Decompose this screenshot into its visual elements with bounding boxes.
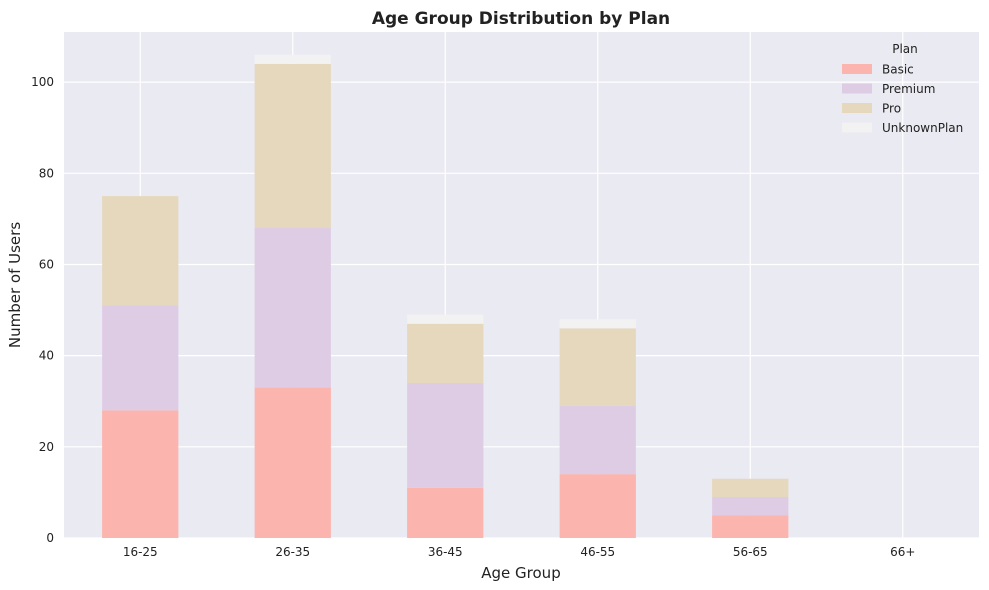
y-tick-label: 100 <box>31 75 54 89</box>
x-tick-label: 66+ <box>890 545 915 559</box>
x-tick-label: 26-35 <box>275 545 310 559</box>
bar-segment-premium <box>254 228 331 388</box>
bar-segment-pro <box>712 478 789 497</box>
legend-swatch-unknownplan <box>842 122 872 133</box>
legend: Plan Basic Premium Pro UnknownPlan <box>842 42 963 135</box>
x-tick-label: 16-25 <box>123 545 158 559</box>
y-tick-label: 60 <box>39 257 54 271</box>
bar-segment-basic <box>407 487 484 538</box>
bar-segment-unknownplan <box>407 314 484 324</box>
x-tick-label: 46-55 <box>580 545 615 559</box>
bar-segment-premium <box>712 496 789 516</box>
bar-segment-pro <box>102 196 179 306</box>
x-tick-label: 36-45 <box>428 545 463 559</box>
bar-segment-basic <box>254 387 331 538</box>
x-tick-label: 56-65 <box>733 545 768 559</box>
y-tick-label: 40 <box>39 349 54 363</box>
legend-swatch-premium <box>842 83 872 94</box>
legend-label: Basic <box>882 63 914 77</box>
y-tick-label: 80 <box>39 166 54 180</box>
bar-segment-basic <box>712 515 789 538</box>
bar-segment-premium <box>407 383 484 488</box>
legend-label: Pro <box>882 102 901 116</box>
y-axis-label: Number of Users <box>6 222 24 348</box>
legend-swatch-basic <box>842 64 872 74</box>
y-tick-label: 20 <box>39 440 54 454</box>
legend-title: Plan <box>892 42 918 56</box>
plot-background <box>64 32 979 538</box>
bar-segment-premium <box>102 305 179 411</box>
x-axis-label: Age Group <box>481 564 560 582</box>
legend-swatch-pro <box>842 103 872 113</box>
bar-segment-pro <box>254 63 331 229</box>
legend-label: Premium <box>882 82 935 96</box>
bars <box>102 54 789 538</box>
bar-segment-pro <box>407 323 484 384</box>
chart-title: Age Group Distribution by Plan <box>372 9 670 29</box>
legend-label: UnknownPlan <box>882 121 963 135</box>
x-tick-labels: 16-25 26-35 36-45 46-55 56-65 66+ <box>123 545 916 559</box>
bar-segment-unknownplan <box>254 54 331 64</box>
bar-segment-pro <box>559 328 636 406</box>
bar-segment-premium <box>559 405 636 475</box>
y-tick-label: 0 <box>46 531 54 545</box>
bar-segment-basic <box>102 410 179 538</box>
bar-segment-basic <box>559 474 636 538</box>
bar-segment-unknownplan <box>559 319 636 329</box>
y-tick-labels: 0 20 40 60 80 100 <box>31 75 54 545</box>
